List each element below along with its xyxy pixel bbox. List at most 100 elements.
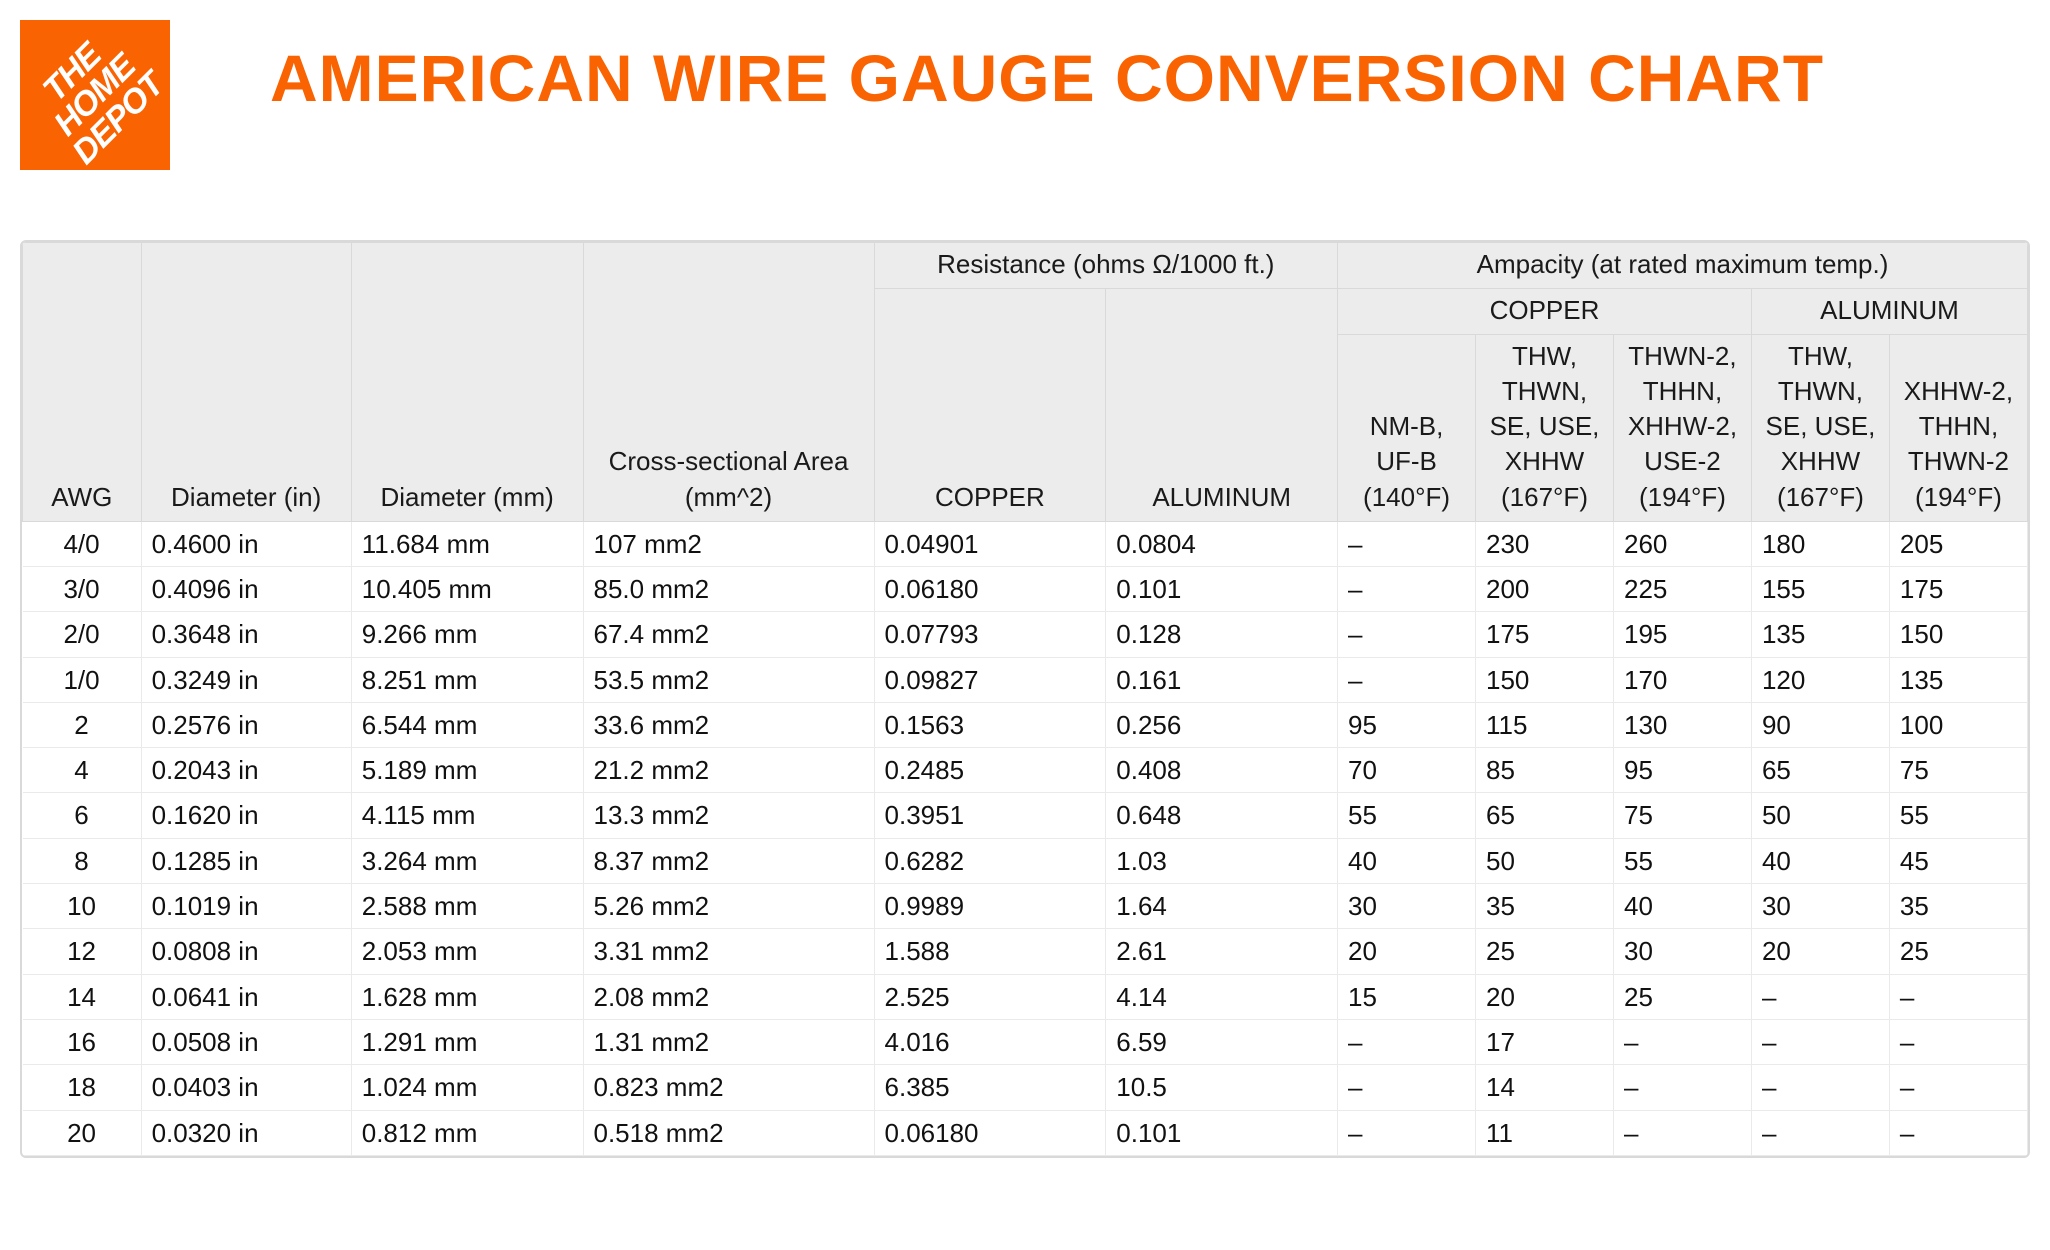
cell-resistance-aluminum: 2.61 — [1106, 929, 1338, 974]
cell-amp-aluminum-2: 35 — [1889, 884, 2027, 929]
cell-resistance-aluminum: 1.03 — [1106, 838, 1338, 883]
cell-diameter-mm: 10.405 mm — [351, 566, 583, 611]
cell-resistance-copper: 2.525 — [874, 974, 1106, 1019]
cell-area: 67.4 mm2 — [583, 612, 874, 657]
cell-resistance-copper: 0.1563 — [874, 702, 1106, 747]
cell-awg: 3/0 — [23, 566, 142, 611]
cell-amp-copper-3: – — [1613, 1019, 1751, 1064]
cell-amp-copper-1: 40 — [1338, 838, 1476, 883]
table-row: 160.0508 in1.291 mm1.31 mm24.0166.59–17–… — [23, 1019, 2028, 1064]
cell-awg: 12 — [23, 929, 142, 974]
cell-awg: 16 — [23, 1019, 142, 1064]
conversion-table-wrapper: AWG Diameter (in) Diameter (mm) Cross-se… — [20, 240, 2030, 1158]
cell-amp-copper-1: 20 — [1338, 929, 1476, 974]
cell-amp-aluminum-1: 180 — [1751, 521, 1889, 566]
table-row: 100.1019 in2.588 mm5.26 mm20.99891.64303… — [23, 884, 2028, 929]
cell-area: 53.5 mm2 — [583, 657, 874, 702]
cell-resistance-aluminum: 0.161 — [1106, 657, 1338, 702]
table-row: 180.0403 in1.024 mm0.823 mm26.38510.5–14… — [23, 1065, 2028, 1110]
cell-diameter-mm: 2.053 mm — [351, 929, 583, 974]
cell-amp-aluminum-1: 40 — [1751, 838, 1889, 883]
awg-conversion-table: AWG Diameter (in) Diameter (mm) Cross-se… — [22, 242, 2028, 1156]
cell-amp-copper-3: 95 — [1613, 748, 1751, 793]
cell-diameter-mm: 5.189 mm — [351, 748, 583, 793]
col-area: Cross-sectional Area (mm^2) — [583, 243, 874, 522]
cell-diameter-mm: 3.264 mm — [351, 838, 583, 883]
cell-resistance-copper: 0.3951 — [874, 793, 1106, 838]
cell-amp-copper-1: – — [1338, 612, 1476, 657]
cell-amp-copper-3: 30 — [1613, 929, 1751, 974]
cell-resistance-aluminum: 0.408 — [1106, 748, 1338, 793]
cell-amp-copper-3: 260 — [1613, 521, 1751, 566]
cell-amp-aluminum-2: – — [1889, 974, 2027, 1019]
cell-amp-copper-2: 85 — [1476, 748, 1614, 793]
col-group-ampacity: Ampacity (at rated maximum temp.) — [1338, 243, 2028, 289]
cell-diameter-in: 0.4600 in — [141, 521, 351, 566]
cell-resistance-aluminum: 4.14 — [1106, 974, 1338, 1019]
cell-diameter-in: 0.4096 in — [141, 566, 351, 611]
cell-diameter-mm: 0.812 mm — [351, 1110, 583, 1155]
col-group-resistance: Resistance (ohms Ω/1000 ft.) — [874, 243, 1338, 289]
col-diameter-in: Diameter (in) — [141, 243, 351, 522]
cell-amp-copper-2: 17 — [1476, 1019, 1614, 1064]
cell-amp-aluminum-2: 55 — [1889, 793, 2027, 838]
cell-amp-aluminum-1: – — [1751, 1019, 1889, 1064]
cell-amp-copper-1: – — [1338, 657, 1476, 702]
cell-amp-aluminum-2: 135 — [1889, 657, 2027, 702]
cell-diameter-mm: 1.024 mm — [351, 1065, 583, 1110]
cell-amp-aluminum-2: – — [1889, 1110, 2027, 1155]
cell-amp-copper-2: 14 — [1476, 1065, 1614, 1110]
cell-amp-copper-2: 115 — [1476, 702, 1614, 747]
cell-amp-copper-2: 65 — [1476, 793, 1614, 838]
cell-resistance-copper: 0.09827 — [874, 657, 1106, 702]
cell-amp-aluminum-1: 90 — [1751, 702, 1889, 747]
cell-resistance-aluminum: 0.128 — [1106, 612, 1338, 657]
cell-amp-aluminum-1: 30 — [1751, 884, 1889, 929]
col-amp-copper-3: THWN-2, THHN, XHHW-2, USE-2 (194°F) — [1613, 335, 1751, 521]
cell-resistance-aluminum: 0.101 — [1106, 1110, 1338, 1155]
cell-diameter-mm: 4.115 mm — [351, 793, 583, 838]
cell-diameter-in: 0.2576 in — [141, 702, 351, 747]
cell-resistance-aluminum: 0.648 — [1106, 793, 1338, 838]
col-diameter-mm: Diameter (mm) — [351, 243, 583, 522]
cell-amp-aluminum-2: – — [1889, 1019, 2027, 1064]
cell-resistance-aluminum: 6.59 — [1106, 1019, 1338, 1064]
cell-amp-copper-2: 200 — [1476, 566, 1614, 611]
cell-area: 33.6 mm2 — [583, 702, 874, 747]
cell-amp-copper-3: 75 — [1613, 793, 1751, 838]
cell-diameter-in: 0.0403 in — [141, 1065, 351, 1110]
cell-diameter-in: 0.0508 in — [141, 1019, 351, 1064]
cell-diameter-in: 0.3249 in — [141, 657, 351, 702]
cell-area: 5.26 mm2 — [583, 884, 874, 929]
cell-diameter-mm: 11.684 mm — [351, 521, 583, 566]
cell-amp-copper-2: 50 — [1476, 838, 1614, 883]
cell-area: 85.0 mm2 — [583, 566, 874, 611]
cell-diameter-in: 0.1019 in — [141, 884, 351, 929]
cell-resistance-aluminum: 10.5 — [1106, 1065, 1338, 1110]
table-row: 200.0320 in0.812 mm0.518 mm20.061800.101… — [23, 1110, 2028, 1155]
col-ampacity-copper: COPPER — [1338, 289, 1752, 335]
table-row: 4/00.4600 in11.684 mm107 mm20.049010.080… — [23, 521, 2028, 566]
cell-amp-copper-3: 25 — [1613, 974, 1751, 1019]
cell-area: 13.3 mm2 — [583, 793, 874, 838]
cell-diameter-in: 0.0641 in — [141, 974, 351, 1019]
cell-diameter-in: 0.0808 in — [141, 929, 351, 974]
cell-amp-aluminum-1: 50 — [1751, 793, 1889, 838]
logo-text: THE HOME DEPOT — [21, 21, 169, 169]
table-row: 40.2043 in5.189 mm21.2 mm20.24850.408708… — [23, 748, 2028, 793]
cell-amp-copper-2: 11 — [1476, 1110, 1614, 1155]
cell-resistance-aluminum: 0.101 — [1106, 566, 1338, 611]
cell-amp-aluminum-2: 75 — [1889, 748, 2027, 793]
cell-diameter-mm: 2.588 mm — [351, 884, 583, 929]
cell-amp-copper-2: 230 — [1476, 521, 1614, 566]
cell-amp-copper-3: 170 — [1613, 657, 1751, 702]
col-amp-aluminum-1: THW, THWN, SE, USE, XHHW (167°F) — [1751, 335, 1889, 521]
page-header: THE HOME DEPOT AMERICAN WIRE GAUGE CONVE… — [20, 20, 2030, 170]
cell-amp-copper-3: 130 — [1613, 702, 1751, 747]
home-depot-logo: THE HOME DEPOT — [20, 20, 170, 170]
cell-area: 107 mm2 — [583, 521, 874, 566]
cell-diameter-in: 0.3648 in — [141, 612, 351, 657]
cell-area: 8.37 mm2 — [583, 838, 874, 883]
cell-amp-copper-3: – — [1613, 1110, 1751, 1155]
table-row: 60.1620 in4.115 mm13.3 mm20.39510.648556… — [23, 793, 2028, 838]
